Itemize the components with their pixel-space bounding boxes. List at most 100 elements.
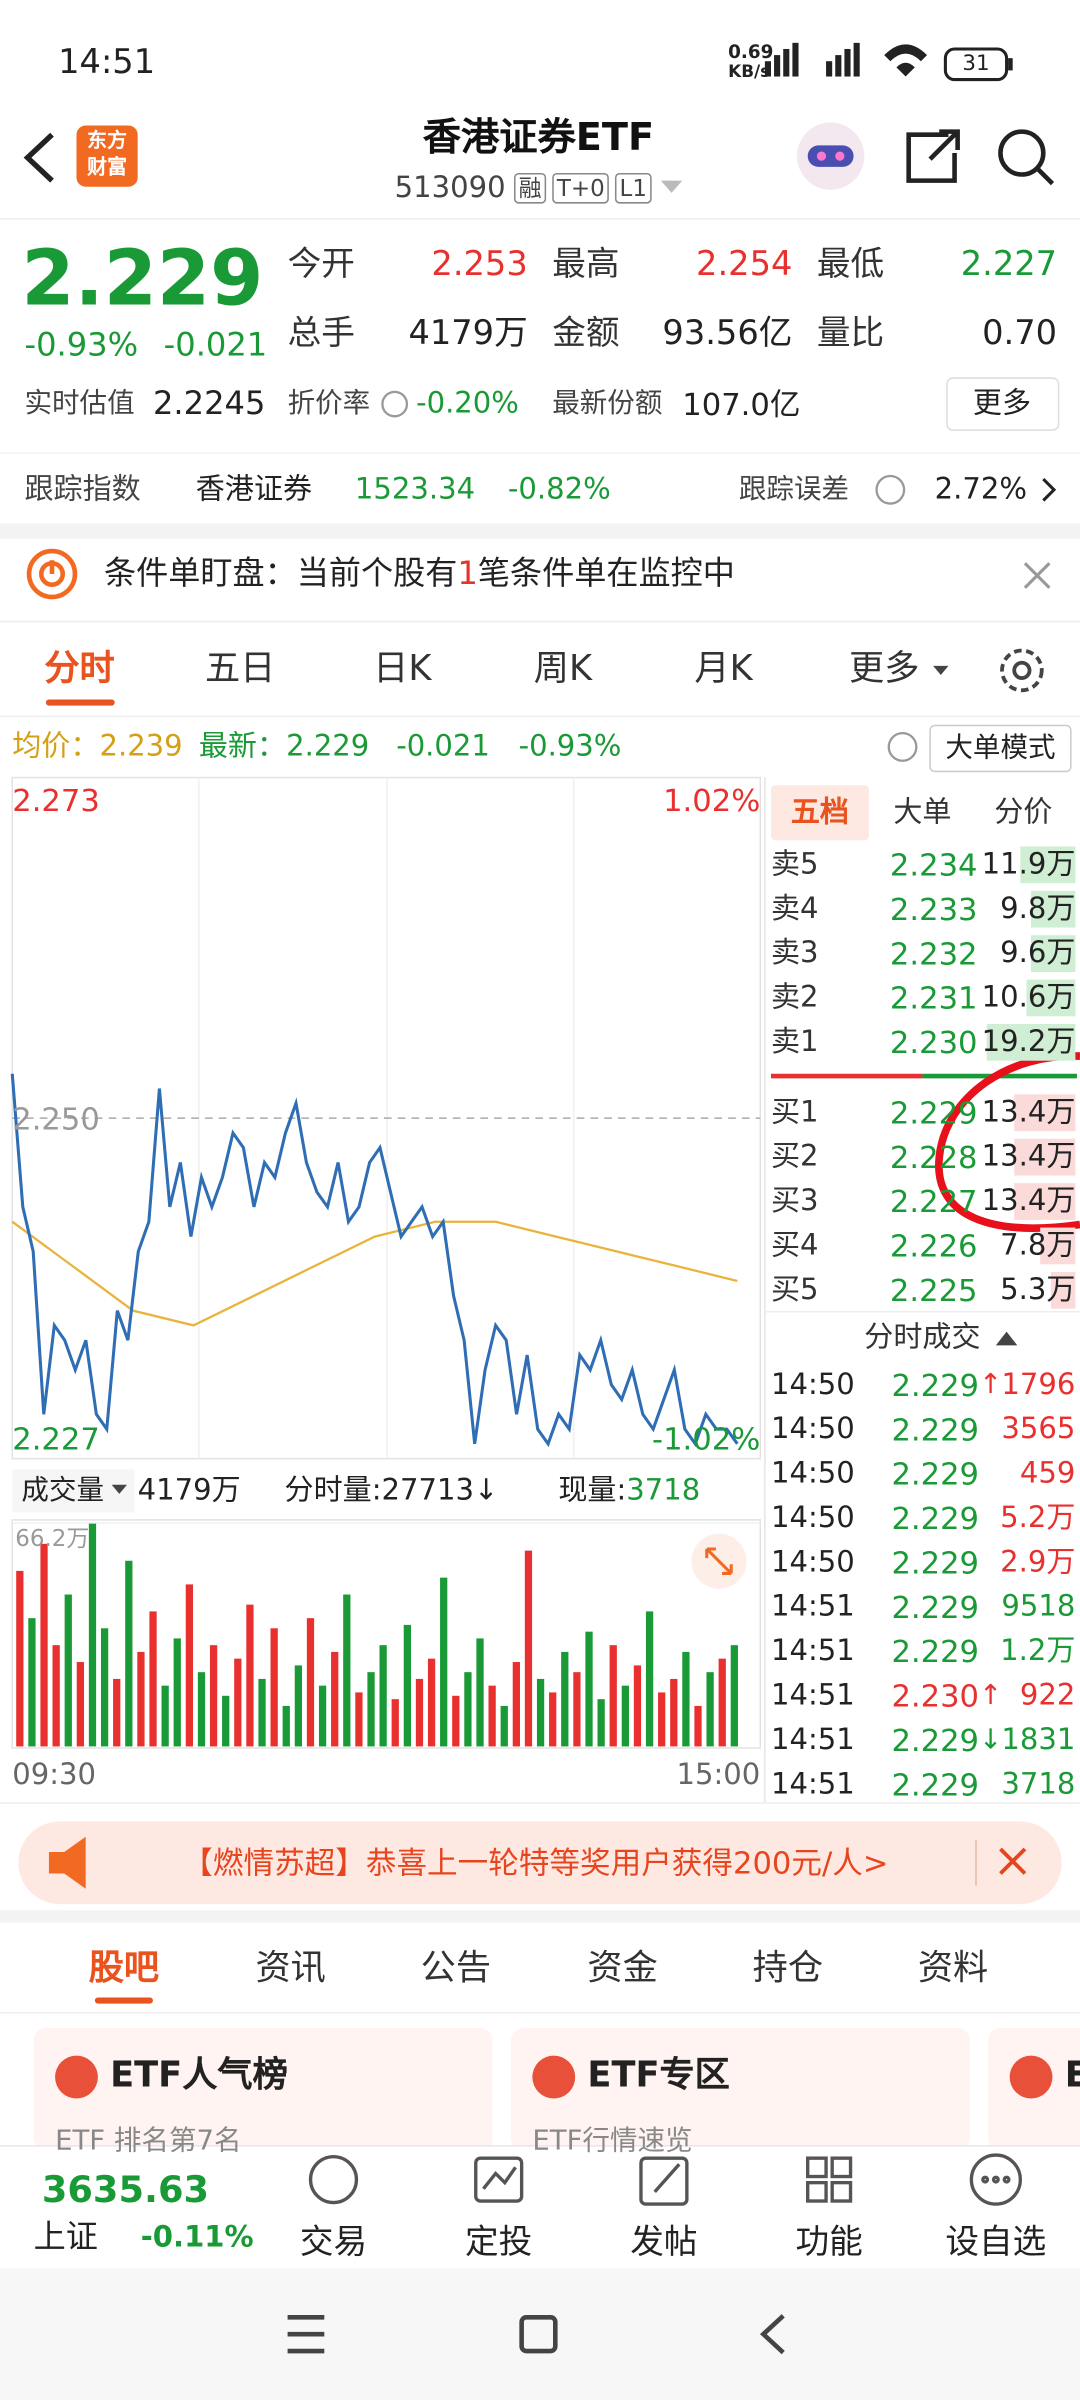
volume-bar bbox=[403, 1624, 411, 1747]
volume-bar bbox=[113, 1678, 121, 1747]
section-tab[interactable]: 资金 bbox=[587, 1948, 658, 1989]
nav-icons[interactable] bbox=[482, 2166, 517, 2190]
chart-tab[interactable]: 分时 bbox=[44, 649, 115, 690]
book-tab-active[interactable] bbox=[770, 785, 869, 841]
mode-button[interactable] bbox=[929, 724, 1072, 773]
share-icon[interactable] bbox=[906, 129, 960, 183]
nav-icons[interactable] bbox=[653, 2163, 681, 2193]
chart-tab[interactable]: 五日 bbox=[204, 649, 276, 690]
card-icon bbox=[1009, 2055, 1053, 2099]
field-label: 最高 bbox=[552, 246, 620, 285]
nav-icons[interactable] bbox=[830, 2180, 853, 2203]
card-title[interactable]: ETF人气榜 bbox=[110, 2055, 288, 2096]
volume-selector-label[interactable]: 成交量 bbox=[21, 1474, 105, 1507]
depth-bar bbox=[1013, 1183, 1076, 1220]
trades-title[interactable]: 分时成交 bbox=[864, 1320, 981, 1354]
estimate-value: 2.2245 bbox=[152, 384, 266, 422]
nav-icons[interactable] bbox=[830, 2156, 853, 2179]
volume-bar bbox=[270, 1628, 278, 1747]
mode-label[interactable]: 大单模式 bbox=[945, 731, 1056, 765]
section-tab[interactable]: 公告 bbox=[420, 1948, 492, 1989]
help-icon[interactable] bbox=[381, 390, 409, 418]
fund-code: 513090 bbox=[394, 170, 506, 205]
nav-item[interactable]: 定投 bbox=[465, 2223, 533, 2262]
chart-tab[interactable]: 更多 bbox=[849, 649, 920, 690]
book-volume: 19.2万 bbox=[981, 1024, 1076, 1059]
settings-icon[interactable] bbox=[1000, 648, 1044, 693]
volume-bar bbox=[658, 1692, 666, 1747]
card-subtitle: ETF行情速览 bbox=[532, 2124, 693, 2157]
section-tab[interactable]: 持仓 bbox=[752, 1948, 824, 1989]
volume-bar bbox=[282, 1705, 290, 1747]
nav-icons[interactable] bbox=[981, 2175, 990, 2184]
card[interactable] bbox=[33, 2028, 493, 2151]
help-icon[interactable] bbox=[887, 732, 918, 762]
assistant-avatar[interactable] bbox=[835, 151, 845, 161]
card[interactable] bbox=[510, 2028, 970, 2151]
nav-icons[interactable] bbox=[639, 2156, 689, 2206]
code-dropdown[interactable] bbox=[660, 180, 683, 193]
system-menu[interactable] bbox=[287, 2315, 325, 2354]
volume-bar bbox=[391, 1699, 399, 1747]
book-tab[interactable]: 大单 bbox=[893, 795, 952, 829]
assistant-avatar[interactable] bbox=[807, 145, 854, 167]
book-price: 2.228 bbox=[889, 1138, 978, 1176]
help-icon[interactable] bbox=[875, 474, 906, 505]
assistant-avatar[interactable] bbox=[796, 122, 865, 190]
banner-text[interactable]: 【燃情苏超】恭喜上一轮特等奖用户获得200元/人> bbox=[182, 1844, 889, 1882]
assistant-avatar[interactable] bbox=[816, 151, 827, 161]
book-volume: 11.9万 bbox=[981, 847, 1076, 882]
nav-icons[interactable] bbox=[1002, 2175, 1011, 2184]
nav-item[interactable]: 设自选 bbox=[945, 2223, 1047, 2262]
nav-icons[interactable] bbox=[806, 2156, 828, 2179]
volume-bar bbox=[76, 1662, 85, 1747]
section-tab[interactable]: 股吧 bbox=[88, 1948, 160, 1989]
volume-bar bbox=[488, 1685, 496, 1747]
more-button-label[interactable]: 更多 bbox=[972, 386, 1032, 421]
shares-value: 107.0亿 bbox=[682, 385, 801, 423]
search-icon[interactable] bbox=[998, 129, 1055, 186]
settings-icon[interactable] bbox=[1000, 648, 1044, 693]
section-tab[interactable]: 资讯 bbox=[255, 1948, 326, 1989]
search-icon[interactable] bbox=[998, 129, 1046, 177]
nav-icons[interactable] bbox=[969, 2153, 1023, 2206]
book-tab[interactable]: 分价 bbox=[994, 795, 1053, 829]
book-tab[interactable]: 五档 bbox=[790, 795, 850, 829]
volume-bar bbox=[246, 1604, 254, 1747]
nav-item[interactable]: 发帖 bbox=[630, 2223, 698, 2262]
help-icon[interactable] bbox=[381, 390, 918, 762]
card-title[interactable]: ETF专区 bbox=[587, 2055, 730, 2096]
nav-item[interactable]: 功能 bbox=[795, 2223, 863, 2262]
expand-icon[interactable] bbox=[691, 1533, 747, 1589]
nav-icons[interactable] bbox=[806, 2180, 828, 2203]
banner[interactable] bbox=[18, 1821, 1062, 1905]
settings-icon[interactable] bbox=[1012, 660, 1032, 680]
nav-icons[interactable] bbox=[991, 2175, 1000, 2184]
nav-icons[interactable] bbox=[474, 2156, 524, 2203]
expand-icon[interactable] bbox=[705, 1547, 733, 1575]
section-tab[interactable]: 资料 bbox=[917, 1948, 989, 1989]
close-banner[interactable] bbox=[999, 1847, 1027, 1875]
card-title[interactable]: E bbox=[1065, 2056, 1080, 2098]
volume-dropdown[interactable] bbox=[111, 1484, 127, 1494]
nav-icons[interactable] bbox=[308, 2154, 359, 2205]
back-button[interactable] bbox=[23, 132, 54, 183]
volume-selector[interactable] bbox=[12, 1469, 135, 1513]
chart-tab[interactable]: 月K bbox=[694, 649, 753, 690]
chart-tab[interactable]: 周K bbox=[533, 649, 593, 690]
chart-tab[interactable]: 日K bbox=[373, 649, 432, 690]
collapse-arrow[interactable] bbox=[995, 1331, 1018, 1346]
system-home[interactable] bbox=[519, 2315, 558, 2354]
system-back[interactable] bbox=[759, 2314, 785, 2355]
nav-item[interactable]: 交易 bbox=[299, 2223, 368, 2262]
more-button[interactable] bbox=[946, 377, 1060, 431]
nav-icons[interactable] bbox=[308, 2153, 1023, 2206]
book-price: 2.226 bbox=[889, 1227, 978, 1265]
signal-icons bbox=[884, 44, 928, 77]
close-alert[interactable] bbox=[1023, 562, 1051, 589]
trade-volume: 9518 bbox=[1001, 1589, 1076, 1624]
search-icon[interactable] bbox=[1035, 166, 1055, 186]
chevron[interactable] bbox=[1042, 477, 1057, 502]
tab-dropdown[interactable] bbox=[933, 665, 949, 675]
